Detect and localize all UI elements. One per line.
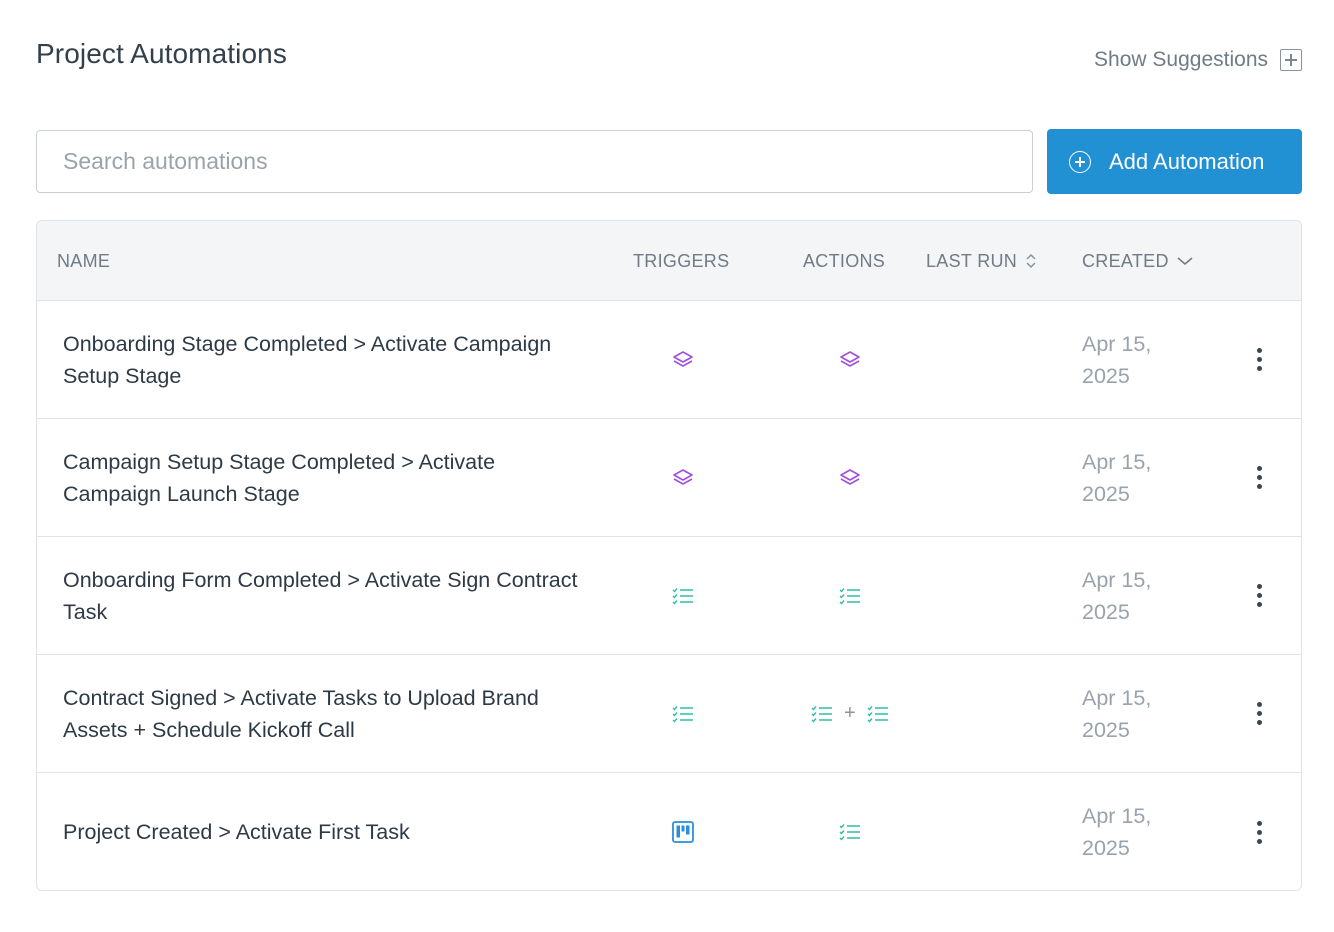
last-run-label: LAST RUN [926, 250, 1018, 271]
task-list-icon [866, 702, 890, 726]
actions-cell [838, 301, 862, 418]
column-header-triggers: TRIGGERS [633, 250, 730, 271]
column-header-created[interactable]: CREATED [1082, 221, 1193, 301]
search-input[interactable] [36, 130, 1033, 193]
column-header-last-run[interactable]: LAST RUN [926, 221, 1037, 301]
stage-icon [838, 348, 862, 372]
created-label: CREATED [1082, 250, 1169, 271]
more-options-icon[interactable] [1247, 419, 1271, 536]
task-list-icon [810, 702, 834, 726]
table-row[interactable]: Project Created > Activate First Task Apr… [37, 773, 1301, 890]
table-header: NAME TRIGGERS ACTIONS LAST RUN CREATED [37, 221, 1301, 301]
add-automation-label: Add Automation [1109, 148, 1265, 174]
triggers-cell [671, 301, 695, 418]
add-automation-button[interactable]: Add Automation [1047, 129, 1302, 194]
show-suggestions-toggle[interactable]: Show Suggestions [1094, 44, 1302, 76]
more-options-icon[interactable] [1247, 537, 1271, 654]
created-date: Apr 15, 2025 [1082, 567, 1152, 624]
automation-name: Onboarding Stage Completed > Activate Ca… [63, 331, 552, 388]
actions-cell [838, 419, 862, 536]
created-date: Apr 15, 2025 [1082, 685, 1152, 742]
circle-plus-icon [1069, 150, 1091, 173]
show-suggestions-label: Show Suggestions [1094, 48, 1268, 71]
created-date: Apr 15, 2025 [1082, 331, 1152, 388]
automation-name: Contract Signed > Activate Tasks to Uplo… [63, 685, 539, 742]
task-list-icon [671, 702, 695, 726]
automation-name: Project Created > Activate First Task [63, 820, 410, 844]
automation-name: Campaign Setup Stage Completed > Activat… [63, 449, 496, 506]
triggers-cell [671, 419, 695, 536]
more-options-icon[interactable] [1247, 773, 1271, 890]
column-header-actions: ACTIONS [803, 250, 886, 271]
more-options-icon[interactable] [1247, 655, 1271, 772]
automations-table: NAME TRIGGERS ACTIONS LAST RUN CREATED O… [36, 220, 1302, 891]
chevron-down-icon [1177, 257, 1193, 266]
page-title: Project Automations [36, 38, 287, 69]
column-header-name: NAME [57, 250, 111, 271]
task-list-icon [838, 584, 862, 608]
actions-cell [838, 537, 862, 654]
sort-icon [1026, 253, 1036, 269]
task-list-icon [838, 820, 862, 844]
task-list-icon [671, 584, 695, 608]
actions-cell [838, 773, 862, 890]
triggers-cell [671, 537, 695, 654]
actions-cell: + [810, 655, 890, 772]
table-row[interactable]: Contract Signed > Activate Tasks to Uplo… [37, 655, 1301, 773]
automation-name: Onboarding Form Completed > Activate Sig… [63, 567, 578, 624]
action-separator: + [844, 702, 856, 724]
triggers-cell [671, 655, 695, 772]
table-row[interactable]: Onboarding Form Completed > Activate Sig… [37, 537, 1301, 655]
created-date: Apr 15, 2025 [1082, 804, 1152, 860]
stage-icon [671, 466, 695, 490]
created-date: Apr 15, 2025 [1082, 449, 1152, 506]
table-row[interactable]: Campaign Setup Stage Completed > Activat… [37, 419, 1301, 537]
stage-icon [838, 466, 862, 490]
stage-icon [671, 348, 695, 372]
expand-plus-icon [1280, 49, 1302, 71]
triggers-cell [671, 773, 695, 890]
table-row[interactable]: Onboarding Stage Completed > Activate Ca… [37, 301, 1301, 419]
project-board-icon [671, 820, 695, 844]
more-options-icon[interactable] [1247, 301, 1271, 418]
